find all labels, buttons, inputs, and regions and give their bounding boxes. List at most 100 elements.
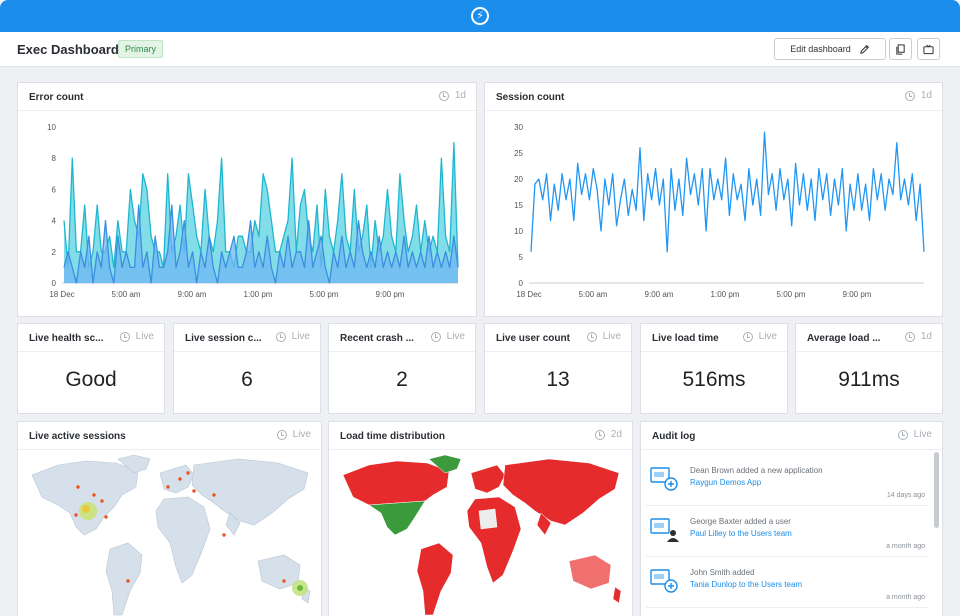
series-line [63,204,459,284]
clock-icon [276,429,287,440]
panel-title: Live user count [496,333,570,344]
y-tick-label: 4 [52,217,57,226]
panel-time-range: Live [430,331,465,342]
copy-icon [896,43,905,55]
average-load-time-tile[interactable]: Average load ... 1d 911ms [795,323,943,414]
panel-time-range: Live [119,331,154,342]
x-tick-label: 9:00 pm [376,290,405,299]
tile-value: 911ms [838,368,900,391]
top-bar: ⚡ [0,0,960,32]
audit-log-link[interactable]: Tania Dunlop to the Users team [690,580,803,589]
panel-header: Error count 1d [18,83,476,111]
x-tick-label: 9:00 am [178,290,207,299]
clock-icon [275,331,286,342]
tile-value: Good [65,368,117,391]
clock-icon [438,90,449,101]
panel-header: Session count 1d [485,83,942,111]
y-tick-label: 15 [514,201,523,210]
audit-log-scrollbar[interactable] [934,452,939,528]
tile-value: 6 [241,368,253,391]
edit-dashboard-button[interactable]: Edit dashboard [774,38,886,60]
audit-log-link[interactable]: Paul Lilley to the Users team [690,529,792,538]
recent-crash-tile[interactable]: Recent crash ... Live 2 [328,323,476,414]
panel-title: Live load time [652,333,719,344]
audit-log-text: John Smith added [690,568,755,577]
x-tick-label: 5:00 am [579,290,608,299]
load-time-world-map[interactable] [329,451,632,616]
series-area [64,205,458,283]
panel-title: Error count [29,92,84,103]
error-count-chart: 0 2 4 6 8 10 18 Dec 5:00 am 9:00 am 1:00 pm 5:00 p… [47,123,459,299]
x-tick-label: 5:00 pm [310,290,339,299]
panel-time-range: Live [275,331,310,342]
sessions-world-map[interactable] [18,451,321,616]
clock-icon [594,429,605,440]
panel-title: Audit log [652,431,696,442]
live-health-score-tile[interactable]: Live health sc... Live Good [17,323,165,414]
clock-icon [586,331,597,342]
panel-header: Load time distribution 2d [329,422,632,450]
y-tick-label: 10 [47,123,56,132]
panel-header: Recent crash ... Live [329,324,475,352]
panel-title: Average load ... [807,333,881,344]
y-tick-label: 20 [514,175,523,184]
panel-title: Recent crash ... [340,333,414,344]
edit-dashboard-label: Edit dashboard [790,44,851,54]
y-tick-label: 10 [514,227,523,236]
audit-log-panel: Audit log Live Dean Brown added a new ap… [640,421,943,616]
bolt-logo-icon[interactable]: ⚡ [471,7,489,25]
panel-header: Live active sessions Live [18,422,321,450]
application-added-icon [650,467,678,491]
y-tick-label: 8 [52,154,57,163]
tile-value: 2 [396,368,408,391]
clock-icon [430,331,441,342]
live-active-sessions-panel: Live active sessions Live [17,421,322,616]
audit-log-item: George Baxter added a user Paul Lilley t… [646,507,928,557]
x-tick-label: 18 Dec [516,290,541,299]
audit-log-time: a month ago [886,594,925,601]
y-tick-label: 6 [52,185,57,194]
x-tick-label: 5:00 pm [777,290,806,299]
user-added-icon [650,569,678,593]
y-tick-label: 25 [514,149,523,158]
audit-log-item: John Smith added Tania Dunlop to the Use… [646,558,928,608]
y-tick-label: 5 [519,253,524,262]
panel-time-range: 1d [438,90,466,101]
panel-time-range: 1d [904,331,932,342]
x-tick-label: 1:00 pm [711,290,740,299]
live-session-count-tile[interactable]: Live session c... Live 6 [173,323,321,414]
panel-time-range: Live [742,331,777,342]
tv-icon [923,44,934,54]
x-tick-label: 9:00 am [645,290,674,299]
live-load-time-tile[interactable]: Live load time Live 516ms [640,323,788,414]
series-line [530,131,925,253]
panel-title: Live session c... [185,333,262,344]
session-heat-spots [74,471,308,596]
panel-header: Live load time Live [641,324,787,352]
y-tick-label: 2 [52,248,57,257]
tv-mode-button[interactable] [917,38,940,60]
copy-dashboard-button[interactable] [889,38,912,60]
audit-log-time: a month ago [886,543,925,550]
audit-log-link[interactable]: Raygun Demos App [690,478,762,487]
primary-badge: Primary [118,40,163,58]
panel-header: Average load ... 1d [796,324,942,352]
user-added-icon [650,518,679,542]
panel-title: Live active sessions [29,431,126,442]
panel-header: Live health sc... Live [18,324,164,352]
live-user-count-tile[interactable]: Live user count Live 13 [484,323,632,414]
y-tick-label: 30 [514,123,523,132]
pencil-icon [859,44,869,54]
x-tick-label: 9:00 pm [843,290,872,299]
clock-icon [119,331,130,342]
panel-header: Live session c... Live [174,324,320,352]
panel-time-range: Live [276,429,311,440]
dashboard-header: Exec Dashboard Primary Edit dashboard [0,32,960,67]
clock-icon [897,429,908,440]
error-count-panel: Error count 1d 0 2 4 6 8 10 18 Dec 5:00 am 9:00 … [17,82,477,317]
panel-header: Audit log Live [641,422,942,450]
audit-log-time: 14 days ago [886,492,925,499]
tile-value: 516ms [682,368,746,391]
clock-icon [742,331,753,342]
panel-time-range: Live [897,429,932,440]
